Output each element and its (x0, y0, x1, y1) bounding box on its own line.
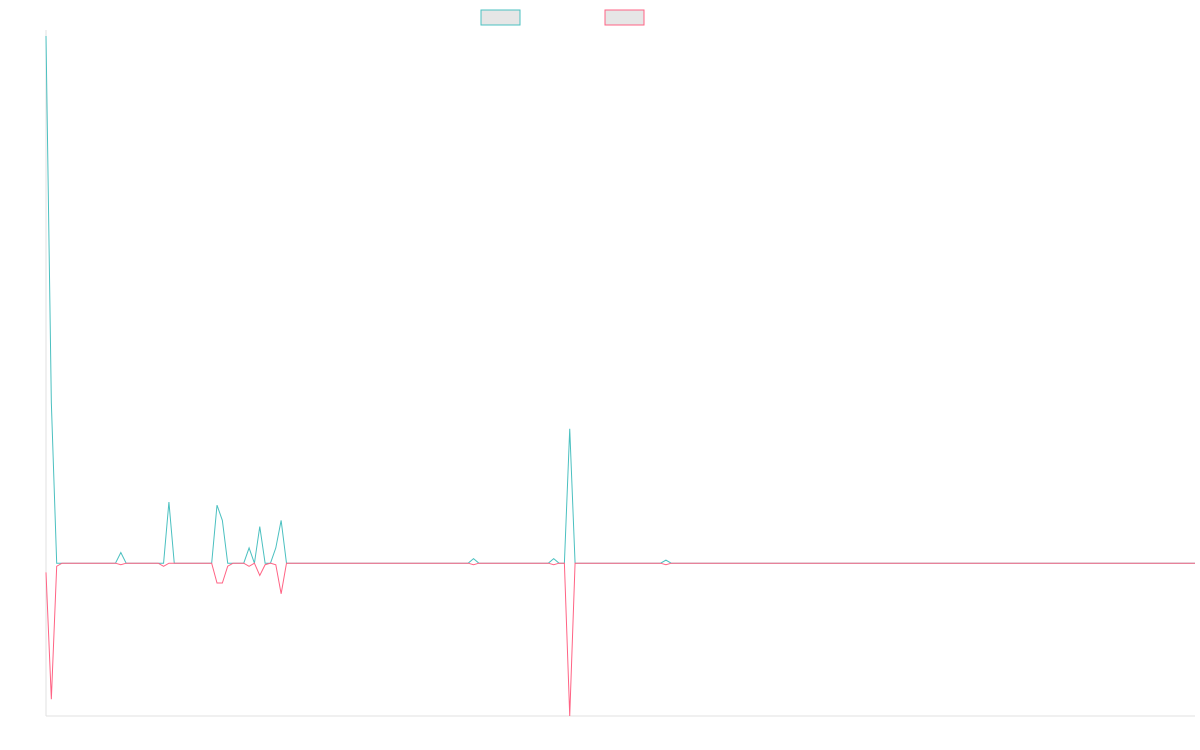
series-line-2 (45, 562, 1195, 717)
legend-item-1[interactable] (480, 9, 521, 26)
plot-area (45, 35, 1195, 717)
legend-swatch-2 (604, 9, 645, 26)
legend-item-2[interactable] (604, 9, 645, 26)
chart-legend (480, 9, 645, 26)
series-line-1 (45, 35, 1195, 564)
chart-axes (45, 30, 1195, 717)
legend-swatch-1 (480, 9, 521, 26)
